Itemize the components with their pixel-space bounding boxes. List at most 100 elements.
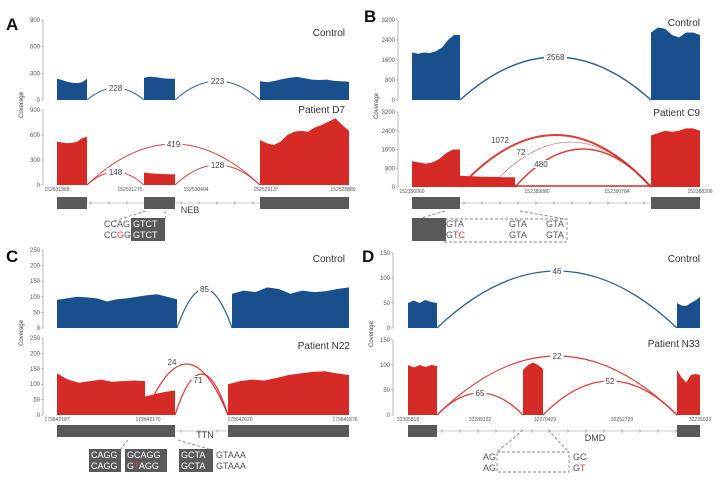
sequence-row: CAGG (91, 450, 118, 460)
strand-arrow-icon (530, 429, 534, 433)
x-tick-label: 179642170 (135, 417, 160, 423)
y-tick-label: 300 (30, 158, 41, 164)
y-tick-label: 2400 (382, 129, 396, 135)
strand-arrow-icon (215, 201, 219, 205)
sequence-text: CAGG (91, 461, 118, 471)
y-tick-label: 0 (387, 413, 391, 419)
sequence-text: G (127, 461, 134, 471)
zoom-guide-line (177, 439, 213, 451)
coverage-area (260, 76, 349, 100)
junction-label-bg (550, 352, 564, 360)
junction-label-bg (165, 358, 179, 366)
sequence-row: CCAG (104, 219, 130, 229)
junction-label-bg (544, 53, 567, 61)
coverage-area (57, 78, 87, 100)
strand-arrow-icon (656, 429, 660, 433)
sequence-text: GTA (509, 230, 527, 240)
strand-arrow-icon (638, 429, 642, 433)
coverage-area (408, 300, 437, 328)
y-tick-label: 200 (30, 351, 41, 357)
sequence-row: GTCT (133, 219, 158, 229)
x-tick-label: 152528889 (330, 187, 355, 193)
sequence-text: AGG (139, 461, 159, 471)
junction-count: 2568 (547, 53, 565, 62)
sequence-text: GTAAA (216, 450, 246, 460)
sequence-bracket (444, 218, 568, 243)
coverage-area (651, 27, 700, 100)
control-title: Control (668, 254, 700, 265)
strand-arrow-icon (462, 201, 466, 205)
y-tick-label: 900 (30, 18, 41, 24)
patient-track: 0 300 600 900 419 148 128 Patient D7 (30, 105, 349, 189)
y-tick-label: 0 (37, 98, 41, 104)
sequence-row: GTC (446, 230, 466, 240)
patient-title: Patient N33 (648, 339, 701, 350)
junction-arcs (459, 56, 652, 101)
y-tick-label: 150 (30, 279, 41, 285)
junction-count: 85 (200, 285, 209, 294)
junction-arc (176, 288, 233, 329)
sequence-row: GTAAA (216, 450, 246, 460)
panel-label: A (6, 15, 18, 34)
y-axis-label: Coverage (19, 319, 25, 346)
panel-c: C 0 50 100 150 200 250 85 Control 0 50 100 150 200 250… (6, 247, 358, 472)
y-tick-label: 800 (385, 166, 396, 172)
exon-block (651, 197, 700, 209)
gene-model (412, 197, 700, 209)
exon-sequence-box (179, 449, 213, 472)
coverage-area (408, 365, 437, 415)
junction-labels: 46 (550, 267, 564, 276)
strand-arrow-icon (125, 201, 129, 205)
junction-label-bg (191, 376, 205, 384)
gene-model: DMD (408, 425, 700, 443)
y-tick-label: 800 (385, 78, 396, 84)
junction-count: 65 (476, 389, 485, 398)
y-tick-label: 0 (392, 185, 396, 191)
junction-label-bg (532, 160, 550, 168)
x-tick-label: 152390784 (604, 189, 629, 195)
exon-block (677, 425, 700, 437)
coverage-area (57, 294, 177, 328)
strand-arrow-icon (570, 201, 574, 205)
junction-labels: 2568 (544, 53, 567, 62)
patient-title: Patient C9 (653, 108, 700, 119)
strand-arrow-icon (179, 429, 183, 433)
sequence-text: AG (483, 463, 496, 473)
x-tick-label: 152390060 (399, 189, 424, 195)
patient-title: Patient D7 (298, 105, 345, 116)
sequence-text: AG (483, 452, 496, 462)
sequence-text: GCTA (181, 450, 205, 460)
junction-labels: 24 71 (165, 358, 205, 385)
junction-label-bg (550, 267, 564, 275)
sequence-row: GTA (509, 219, 527, 229)
y-tick-label: 100 (380, 276, 391, 282)
y-tick-label: 50 (383, 388, 390, 394)
x-tick-label: 179642187 (44, 417, 69, 423)
exon-sequence-box (89, 449, 121, 472)
coverage-area (57, 373, 145, 415)
gene-name: DMD (585, 433, 606, 443)
y-tick-label: 50 (383, 301, 390, 307)
sequence-row: GC (573, 452, 587, 462)
x-tick-label: 179641876 (332, 417, 357, 423)
y-tick-label: 100 (30, 382, 41, 388)
sequence-row: GCTA (181, 461, 205, 471)
coverage-area (523, 362, 543, 415)
zoom-guide-line (417, 210, 446, 220)
y-tick-label: 300 (30, 71, 41, 77)
exon-block (412, 197, 460, 209)
junction-arcs (436, 355, 678, 416)
sequence-text: GC (573, 452, 587, 462)
junction-labels: 1072 72 480 (488, 136, 550, 169)
exon-block (144, 197, 175, 209)
strand-arrow-icon (566, 429, 570, 433)
sequence-row: GTA (446, 219, 464, 229)
sequence-text: GCAGG (127, 450, 161, 460)
y-tick-label: 50 (33, 310, 40, 316)
strand-arrow-icon (534, 201, 538, 205)
strand-arrow-icon (606, 201, 610, 205)
x-tick-label: 152529137 (253, 187, 278, 193)
y-tick-label: 1600 (382, 148, 396, 154)
coverage-area (651, 128, 700, 187)
x-tick-label: 32252729 (611, 417, 633, 423)
